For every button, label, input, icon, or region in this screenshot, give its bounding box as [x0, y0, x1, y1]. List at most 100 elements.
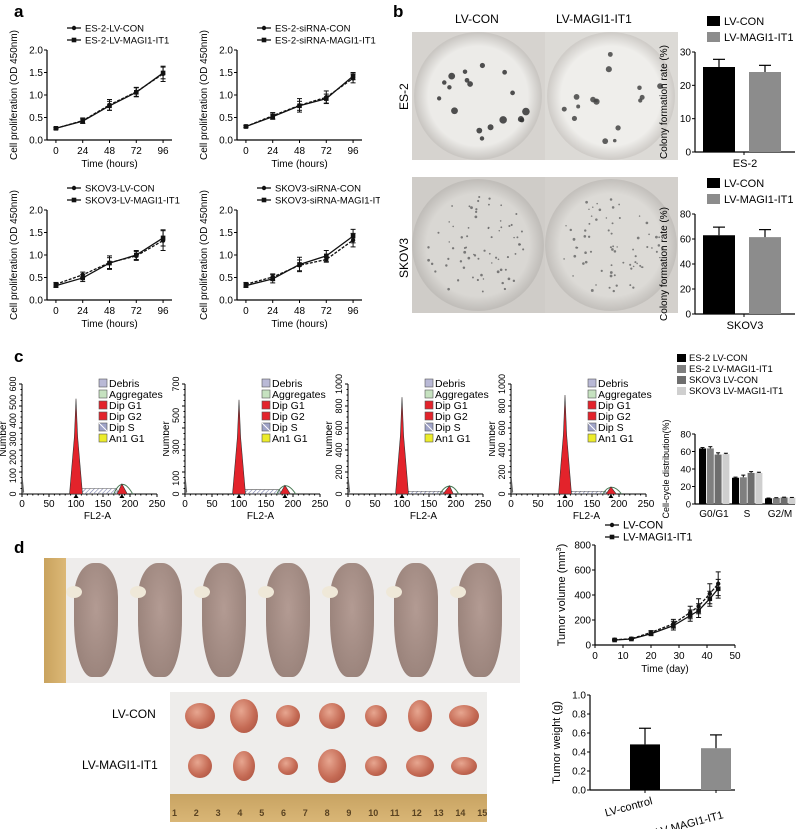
- tumor: [188, 754, 212, 778]
- mouse-ear-tag: [386, 586, 402, 598]
- svg-text:Dip G1: Dip G1: [109, 400, 142, 412]
- svg-text:1.0: 1.0: [29, 251, 43, 262]
- svg-text:Cell proliferation (OD 450nm): Cell proliferation (OD 450nm): [9, 190, 20, 320]
- chart-colony-es2: 0 10 20 30 Colony formation rate (%) ES-2 LV-C…: [659, 16, 795, 170]
- svg-text:Dip S: Dip S: [598, 422, 624, 434]
- svg-text:200: 200: [574, 616, 591, 627]
- svg-text:0.8: 0.8: [572, 710, 586, 721]
- svg-text:0.0: 0.0: [572, 786, 586, 797]
- svg-text:48: 48: [294, 146, 306, 157]
- svg-text:1000: 1000: [334, 374, 344, 394]
- ruler-tick-label: 3: [215, 808, 221, 818]
- mouse: [202, 563, 246, 677]
- tumor: [408, 700, 432, 732]
- svg-text:2.0: 2.0: [29, 46, 43, 57]
- svg-text:0: 0: [334, 491, 344, 496]
- svg-text:0: 0: [685, 310, 691, 321]
- svg-text:FL2-A: FL2-A: [84, 511, 112, 522]
- ruler-tick-labels: 1 2 3 4 5 6 7 8 9 10 11 12 13 14 15: [170, 692, 487, 822]
- mouse-ear-tag: [258, 586, 274, 598]
- svg-text:1.0: 1.0: [29, 91, 43, 102]
- svg-text:1.5: 1.5: [219, 68, 233, 79]
- svg-text:200: 200: [497, 464, 507, 479]
- mice-container: [44, 558, 520, 683]
- svg-text:72: 72: [131, 306, 143, 317]
- svg-text:72: 72: [321, 146, 333, 157]
- svg-text:0: 0: [243, 306, 249, 317]
- svg-text:An1 G1: An1 G1: [598, 433, 634, 445]
- svg-text:60: 60: [680, 235, 692, 246]
- svg-text:20: 20: [680, 285, 692, 296]
- ruler-tick-label: 15: [477, 808, 488, 818]
- svg-text:20: 20: [680, 81, 692, 92]
- svg-text:40: 40: [680, 465, 691, 476]
- svg-text:1000: 1000: [497, 374, 507, 394]
- svg-text:10: 10: [680, 114, 692, 125]
- mouse: [394, 563, 438, 677]
- svg-text:800: 800: [574, 541, 591, 552]
- svg-text:Time (hours): Time (hours): [81, 319, 137, 330]
- svg-text:96: 96: [348, 306, 360, 317]
- svg-text:600: 600: [497, 420, 507, 435]
- ruler-tick-label: 13: [433, 808, 444, 818]
- chart-colony-skov3: 0 20 40 60 80 Colony formation rate (%) SKOV3 L…: [659, 178, 795, 330]
- svg-text:FL2-A: FL2-A: [573, 511, 601, 522]
- svg-text:Number: Number: [489, 421, 498, 457]
- svg-text:Debris: Debris: [109, 378, 139, 390]
- svg-text:Aggregates: Aggregates: [109, 389, 163, 401]
- svg-text:LV-MAGI1-IT1: LV-MAGI1-IT1: [655, 809, 725, 829]
- tumor: [406, 755, 434, 777]
- svg-text:Time (hours): Time (hours): [81, 159, 137, 170]
- svg-text:500: 500: [8, 395, 18, 410]
- svg-text:Tumor volume (mm3): Tumor volume (mm3): [556, 544, 568, 647]
- svg-text:Dip G2: Dip G2: [109, 411, 142, 423]
- svg-text:700: 700: [171, 376, 181, 391]
- svg-text:1.5: 1.5: [219, 228, 233, 239]
- svg-text:50: 50: [369, 499, 381, 510]
- chart-es2-lv-proliferation: 0.0 0.5 1.0 1.5 2.0 Cell proliferation (OD 45…: [9, 24, 172, 170]
- svg-text:SKOV3-LV-MAGI1-IT1: SKOV3-LV-MAGI1-IT1: [85, 196, 180, 207]
- svg-text:0: 0: [686, 500, 691, 511]
- svg-text:72: 72: [131, 146, 143, 157]
- svg-text:Aggregates: Aggregates: [272, 389, 326, 401]
- svg-text:30: 30: [680, 48, 692, 59]
- svg-text:20: 20: [645, 651, 657, 662]
- svg-text:2.0: 2.0: [29, 206, 43, 217]
- svg-text:G2/M: G2/M: [768, 509, 792, 520]
- svg-text:200: 200: [122, 499, 139, 510]
- ruler-tick-label: 8: [324, 808, 330, 818]
- svg-text:50: 50: [729, 651, 741, 662]
- svg-text:An1 G1: An1 G1: [109, 433, 145, 445]
- panel-letter-a: a: [14, 2, 24, 21]
- svg-text:1.0: 1.0: [219, 251, 233, 262]
- row-label-skov3: SKOV3: [397, 237, 411, 278]
- svg-text:200: 200: [448, 499, 465, 510]
- ruler-tick-label: 9: [346, 808, 352, 818]
- tumor: [276, 705, 300, 727]
- svg-text:40: 40: [701, 651, 713, 662]
- svg-text:Time (hours): Time (hours): [271, 159, 327, 170]
- svg-text:800: 800: [334, 398, 344, 413]
- svg-text:400: 400: [497, 442, 507, 457]
- svg-text:Dip G1: Dip G1: [598, 400, 631, 412]
- svg-text:ES-2-siRNA-MAGI1-IT1: ES-2-siRNA-MAGI1-IT1: [275, 36, 376, 47]
- svg-text:300: 300: [171, 439, 181, 454]
- ruler-tick-label: 4: [237, 808, 243, 818]
- chart-cell-cycle-distribution: 0 20 40 60 80 Cell-cycle distribution(%) G0/G1…: [661, 353, 796, 520]
- chart-skov3-lv-proliferation: 0.0 0.5 1.0 1.5 2.0 Cell proliferation (OD 45…: [9, 184, 180, 331]
- svg-text:Tumor weight (g): Tumor weight (g): [551, 701, 563, 784]
- tumor: [451, 757, 477, 775]
- svg-text:ES-2-siRNA-CON: ES-2-siRNA-CON: [275, 24, 351, 35]
- svg-text:0: 0: [508, 499, 514, 510]
- svg-text:0: 0: [243, 146, 249, 157]
- svg-text:SKOV3-siRNA-CON: SKOV3-siRNA-CON: [275, 184, 361, 195]
- svg-text:48: 48: [294, 306, 306, 317]
- svg-text:1.0: 1.0: [572, 691, 586, 702]
- ruler-vertical: [44, 558, 66, 683]
- ruler-horizontal: [170, 794, 487, 822]
- tumor: [233, 751, 255, 781]
- tumor: [278, 757, 298, 775]
- svg-text:Colony formation rate (%): Colony formation rate (%): [659, 45, 670, 159]
- svg-text:Debris: Debris: [435, 378, 465, 390]
- mouse-ear-tag: [450, 586, 466, 598]
